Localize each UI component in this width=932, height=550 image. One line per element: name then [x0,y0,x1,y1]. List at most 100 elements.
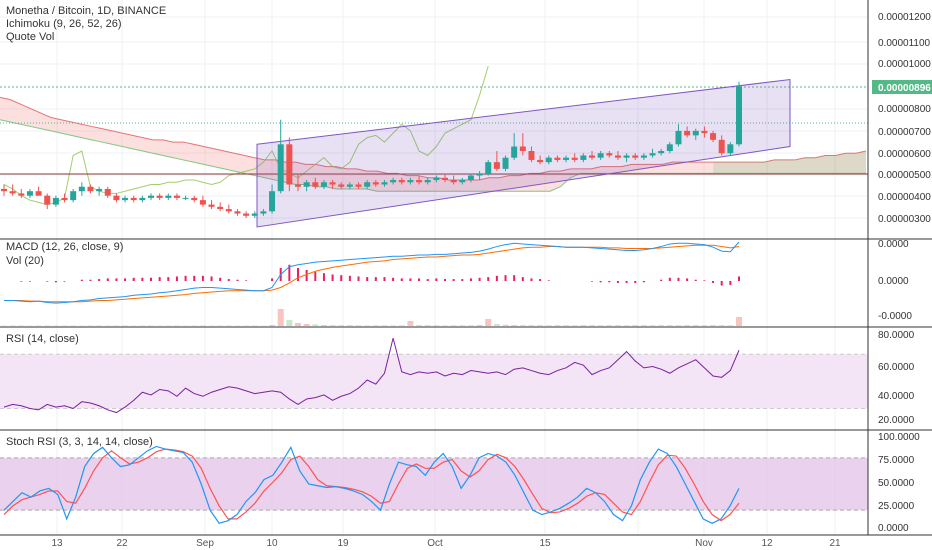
volume-bar [442,325,448,326]
rsi-tick-label: 40.0000 [878,391,915,402]
volume-bar [416,325,423,326]
ichimoku-legend: Ichimoku (9, 26, 52, 26) [6,18,122,30]
candle-body [597,153,604,158]
candle-body [329,182,336,185]
candle-body [364,182,371,187]
candle-body [424,180,431,183]
volume-bar [433,325,440,326]
volume-bar [312,324,319,326]
candle-body [286,144,293,185]
candle-body [113,195,120,201]
x-tick-label: Oct [427,538,443,549]
price-tick-label: 0.00000700 [878,127,931,138]
volume-bar [295,323,301,326]
stoch-tick-label: 100.0000 [878,432,920,443]
macd-pane[interactable] [1,241,742,326]
x-tick-label: Sep [196,538,214,549]
quote-vol-legend: Quote Vol [6,31,54,43]
candle-body [537,159,544,163]
volume-bar [606,325,613,326]
volume-bar [597,325,604,326]
x-tick-label: 19 [337,538,349,549]
volume-bar [632,325,639,326]
candle-body [658,151,665,154]
volume-bar [511,325,518,326]
candle-body [70,191,77,201]
candle-body [191,197,198,201]
candle-body [320,182,327,187]
candle-body [1,188,7,192]
candle-body [450,180,457,183]
candle-body [9,191,16,194]
volume-bar [701,325,708,326]
candle-body [571,157,578,160]
volume-bar [329,325,336,326]
volume-bar [269,325,276,326]
macd-signal-line [4,244,740,303]
candle-body [398,180,405,183]
volume-bar [718,325,725,326]
volume-bar [485,319,492,326]
candle-body [260,211,267,214]
macd-tick-label: -0.0000 [878,311,912,322]
candle-body [303,182,310,187]
stoch-d-line [3,448,740,522]
volume-bar [398,325,405,326]
candle-body [346,184,353,187]
volume-bar [364,325,371,326]
candle-body [312,182,319,187]
lagging-span [3,65,489,206]
volume-bar [640,325,647,326]
candle-body [130,197,137,201]
candle-body [225,209,232,212]
volume-bar [355,325,362,326]
candle-body [251,213,258,216]
volume-bar [545,325,552,326]
candle-body [692,130,699,136]
x-tick-label: 15 [539,538,551,549]
candle-body [467,175,474,181]
volume-bar [623,325,630,326]
candle-body [156,195,163,198]
candle-body [372,182,379,185]
candle-body [277,144,284,192]
volume-bar [381,325,388,326]
candle-body [199,200,206,205]
cloud-lower-line [0,119,866,192]
price-tag-marker [872,80,932,94]
price-pane[interactable] [0,65,868,228]
candle-body [390,180,397,183]
x-tick-label: 13 [51,538,63,549]
stoch-rsi-pane[interactable] [0,445,868,524]
rsi-pane[interactable] [0,337,868,414]
candle-body [139,197,146,201]
candle-body [675,130,682,145]
volume-bar [338,325,345,326]
candle-body [243,213,250,216]
macd-legend: MACD (12, 26, close, 9) [6,241,123,253]
stoch-band [0,457,868,511]
candle-body [502,157,509,169]
volume-bar [658,325,665,326]
volume-bar [675,325,682,326]
x-tick-label: Nov [695,538,713,549]
price-tick-label: 0.00001100 [878,38,931,49]
price-tick-label: 0.00001200 [878,12,931,23]
price-tick-label: 0.00000500 [878,170,931,181]
volume-bar [450,325,457,326]
rsi-legend: RSI (14, close) [6,333,79,345]
volume-bar [459,325,466,326]
vol-legend: Vol (20) [6,255,44,267]
price-tick-label: 0.00001000 [878,59,931,70]
volume-bar [390,325,397,326]
candle-body [545,157,552,163]
volume-bar [736,317,742,326]
candle-body [511,146,518,158]
candle-body [442,177,448,181]
price-tick-label: 0.00000800 [878,104,931,115]
volume-bar [589,325,595,326]
candle-body [355,184,362,187]
candle-body [61,197,68,201]
volume-bar [684,325,691,326]
